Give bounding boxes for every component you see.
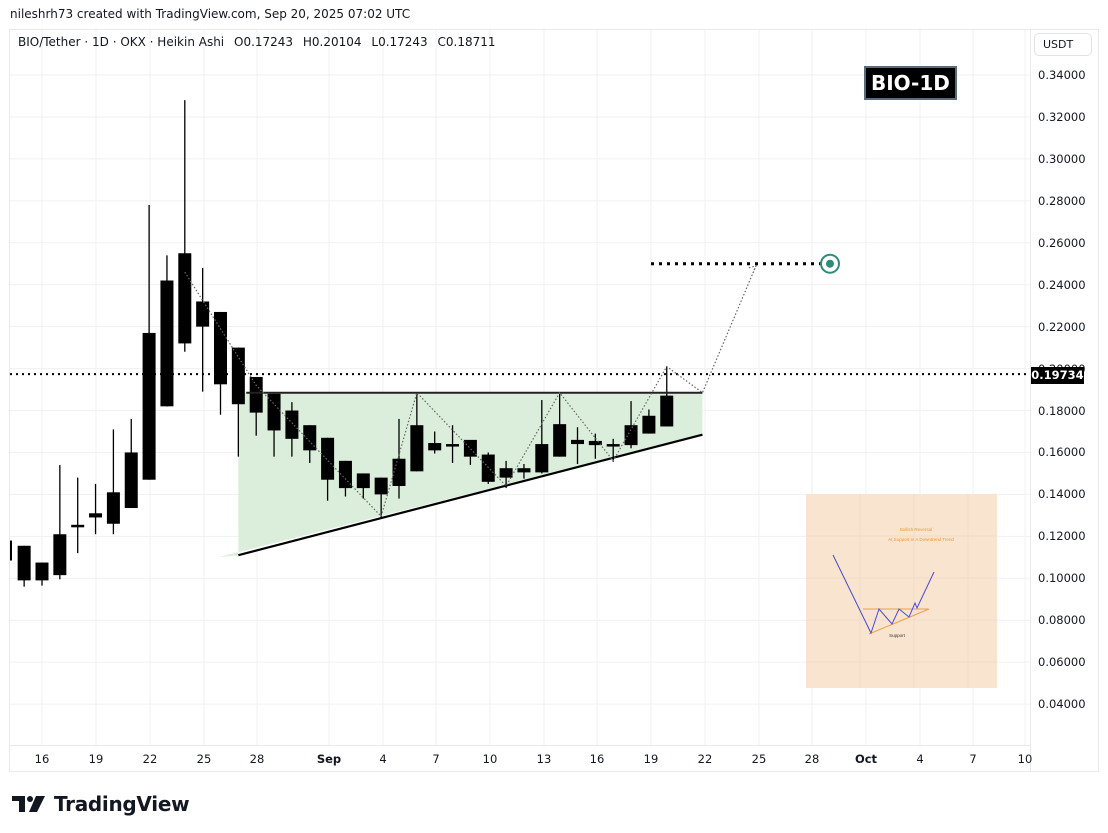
price-tick: 0.28000 bbox=[1038, 193, 1086, 208]
price-tick: 0.22000 bbox=[1038, 319, 1086, 334]
price-tick: 0.08000 bbox=[1038, 613, 1086, 628]
price-tick: 0.16000 bbox=[1038, 445, 1086, 460]
inset-title: Bullish Reversal bbox=[900, 527, 932, 532]
legend-close: C0.18711 bbox=[437, 35, 496, 49]
time-tick: 25 bbox=[751, 752, 767, 766]
price-tick: 0.26000 bbox=[1038, 235, 1086, 250]
chart-tag-label: BIO-1D bbox=[864, 66, 957, 100]
chart-plot-area[interactable] bbox=[10, 30, 1030, 745]
legend-low: L0.17243 bbox=[371, 35, 428, 49]
time-tick: 28 bbox=[804, 752, 820, 766]
tradingview-logo-icon bbox=[12, 796, 45, 812]
symbol-legend: BIO/Tether · 1D · OKX · Heikin Ashi O0.1… bbox=[18, 35, 502, 49]
price-tick: 0.34000 bbox=[1038, 68, 1086, 82]
pattern-inset-image: Bullish Reversal At Support In A Downtre… bbox=[806, 494, 997, 688]
time-tick: 19 bbox=[643, 752, 659, 766]
time-tick: 22 bbox=[142, 752, 158, 766]
time-tick: 7 bbox=[432, 752, 440, 766]
price-axis[interactable] bbox=[1030, 30, 1098, 771]
price-tick: 0.18000 bbox=[1038, 403, 1086, 418]
time-tick: 22 bbox=[697, 752, 713, 766]
price-tick: 0.04000 bbox=[1038, 697, 1086, 712]
legend-high: H0.20104 bbox=[302, 35, 362, 49]
inset-support-label: Support bbox=[889, 633, 906, 638]
price-tick: 0.14000 bbox=[1038, 487, 1086, 502]
time-tick: 28 bbox=[249, 752, 265, 766]
time-tick: 25 bbox=[196, 752, 212, 766]
time-axis[interactable] bbox=[10, 745, 1030, 771]
price-tick: 0.06000 bbox=[1038, 655, 1086, 670]
time-tick: 4 bbox=[379, 752, 387, 766]
time-tick: 19 bbox=[88, 752, 104, 766]
time-tick: 10 bbox=[1017, 752, 1033, 766]
inset-subtitle: At Support In A Downtrend Trend bbox=[888, 537, 954, 542]
time-tick: 13 bbox=[536, 752, 552, 766]
time-tick: 16 bbox=[589, 752, 605, 766]
credit-line: nileshrh73 created with TradingView.com,… bbox=[10, 7, 411, 21]
time-tick: Sep bbox=[316, 752, 342, 766]
time-tick: Oct bbox=[854, 752, 878, 766]
last-price-tag: 0.19734 bbox=[1031, 367, 1084, 384]
price-tick: 0.24000 bbox=[1038, 277, 1086, 292]
bullish-reversal-diagram: Bullish Reversal At Support In A Downtre… bbox=[806, 494, 997, 688]
legend-symbol[interactable]: BIO/Tether · 1D · OKX · Heikin Ashi bbox=[18, 35, 225, 49]
legend-open: O0.17243 bbox=[233, 35, 294, 49]
price-tick: 0.12000 bbox=[1038, 529, 1086, 544]
time-tick: 10 bbox=[482, 752, 498, 766]
price-tick: 0.30000 bbox=[1038, 151, 1086, 166]
currency-button[interactable]: USDT bbox=[1034, 33, 1092, 56]
time-tick: 16 bbox=[34, 752, 50, 766]
brand-name: TradingView bbox=[54, 792, 190, 816]
price-tick: 0.32000 bbox=[1038, 109, 1086, 124]
candlestick-chart bbox=[10, 30, 1030, 745]
time-tick: 7 bbox=[969, 752, 977, 766]
price-tick: 0.10000 bbox=[1038, 571, 1086, 586]
time-tick: 4 bbox=[916, 752, 924, 766]
tradingview-logo[interactable]: TradingView bbox=[12, 792, 190, 816]
